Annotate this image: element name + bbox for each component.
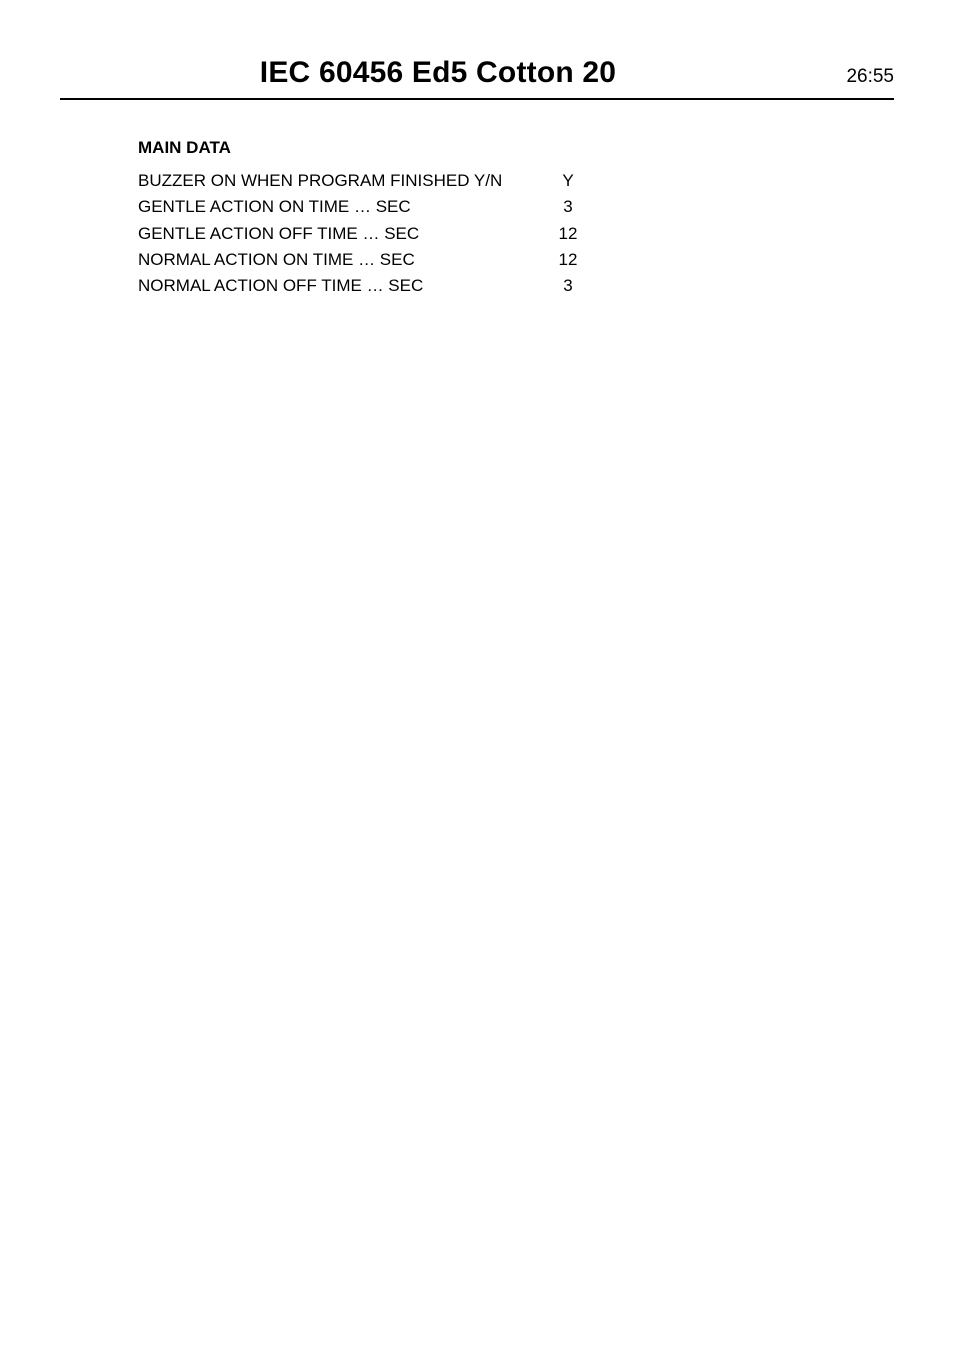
content-block: MAIN DATA BUZZER ON WHEN PROGRAM FINISHE… [60,100,894,300]
page-title: IEC 60456 Ed5 Cotton 20 [60,56,816,90]
data-row: NORMAL ACTION OFF TIME … SEC 3 [138,273,894,299]
data-row: GENTLE ACTION ON TIME … SEC 3 [138,194,894,220]
section-heading: MAIN DATA [138,138,894,158]
page: IEC 60456 Ed5 Cotton 20 26:55 MAIN DATA … [0,0,954,360]
data-value: 12 [538,221,598,247]
data-value: 3 [538,194,598,220]
data-label: GENTLE ACTION OFF TIME … SEC [138,221,538,247]
data-label: NORMAL ACTION ON TIME … SEC [138,247,538,273]
data-value: Y [538,168,598,194]
data-value: 12 [538,247,598,273]
data-row: GENTLE ACTION OFF TIME … SEC 12 [138,221,894,247]
timestamp: 26:55 [824,66,894,88]
data-row: NORMAL ACTION ON TIME … SEC 12 [138,247,894,273]
header-row: IEC 60456 Ed5 Cotton 20 26:55 [60,56,894,90]
data-value: 3 [538,273,598,299]
data-label: BUZZER ON WHEN PROGRAM FINISHED Y/N [138,168,538,194]
data-label: GENTLE ACTION ON TIME … SEC [138,194,538,220]
data-label: NORMAL ACTION OFF TIME … SEC [138,273,538,299]
data-row: BUZZER ON WHEN PROGRAM FINISHED Y/N Y [138,168,894,194]
